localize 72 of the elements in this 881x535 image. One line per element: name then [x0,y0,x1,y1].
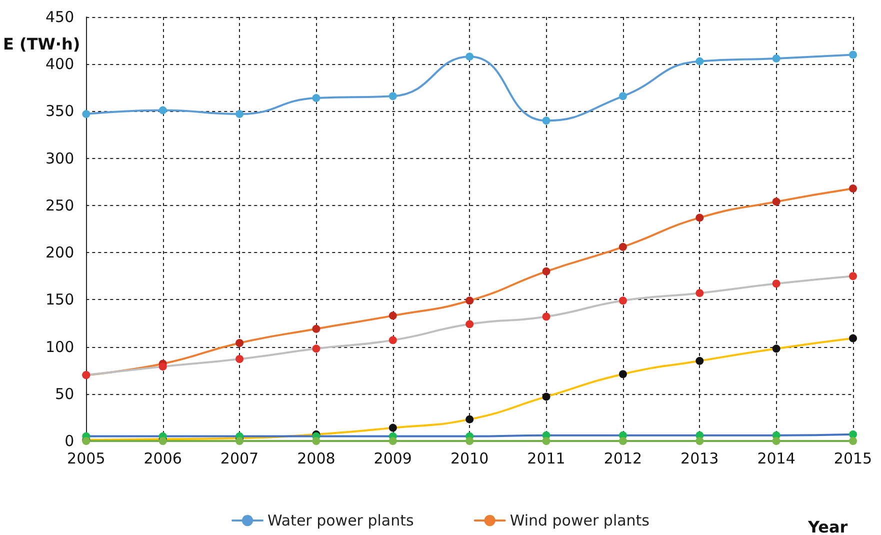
point [388,437,397,445]
y-tick-label: 350 [46,102,74,120]
point [388,424,397,432]
x-axis-title: Year [807,518,848,535]
point [542,267,550,276]
point [466,415,474,424]
point [236,339,244,348]
x-tick-label: 2009 [374,450,412,468]
point [466,52,474,61]
y-tick-label: 200 [46,244,74,262]
y-tick-label: 50 [55,384,74,403]
x-tick-label: 2010 [450,450,489,468]
point [312,94,320,102]
point [236,110,244,118]
y-tick-label: 300 [46,149,74,168]
y-tick-label: 150 [46,290,74,309]
point [388,312,397,320]
point [542,437,550,445]
y-tick-label: 0 [64,432,74,450]
x-tick-label: 2013 [680,450,719,468]
point [696,214,704,222]
point [542,116,550,125]
x-tick-label: 2014 [757,450,796,468]
y-tick-label: 400 [46,55,74,74]
point [236,355,244,364]
point [312,344,320,353]
point [849,184,857,192]
point [158,362,167,371]
point [388,336,397,344]
x-tick-label: 2007 [220,450,259,468]
point [618,370,627,378]
x-tick-label: 2008 [297,450,336,468]
point [772,280,780,288]
point [466,320,474,328]
point [388,92,397,100]
point [82,110,90,118]
x-tick-label: 2005 [67,450,106,468]
point [466,437,474,445]
point [158,106,167,114]
legend-label: Wind power plants [510,512,650,530]
y-tick-label: 100 [46,338,74,356]
point [312,437,320,445]
point [696,57,704,66]
point [849,430,857,438]
y-axis-title: E (TW·h) [3,34,80,54]
point [696,356,704,365]
point [618,242,627,251]
legend-label: Water power plants [268,512,414,530]
y-tick-label: 250 [46,196,74,214]
point [696,289,704,298]
x-tick-label: 2006 [144,450,182,468]
point [618,437,627,445]
point [696,437,704,445]
y-tick-label: 450 [46,8,74,26]
point [542,392,550,401]
point [772,54,780,62]
point [466,296,474,305]
point [542,312,550,321]
point [618,92,627,100]
point [236,437,244,445]
x-tick-label: 2015 [834,450,872,468]
point [618,296,627,305]
point [849,334,857,342]
point [772,198,780,206]
point [772,437,780,445]
x-tick-label: 2011 [527,450,566,468]
point [849,437,857,445]
point [772,344,780,353]
point [849,272,857,280]
x-tick-label: 2012 [604,450,642,468]
point [849,50,857,59]
point [312,324,320,333]
